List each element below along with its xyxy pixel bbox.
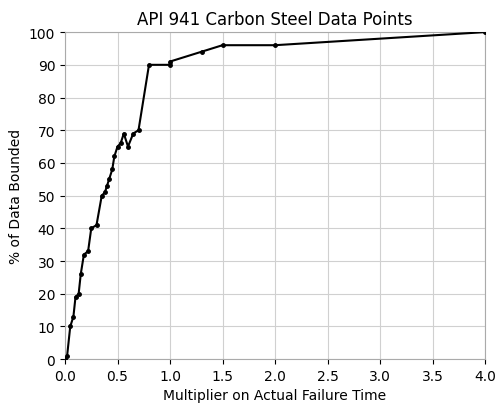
Title: API 941 Carbon Steel Data Points: API 941 Carbon Steel Data Points — [137, 11, 413, 29]
X-axis label: Multiplier on Actual Failure Time: Multiplier on Actual Failure Time — [164, 389, 386, 403]
Y-axis label: % of Data Bounded: % of Data Bounded — [10, 129, 24, 263]
